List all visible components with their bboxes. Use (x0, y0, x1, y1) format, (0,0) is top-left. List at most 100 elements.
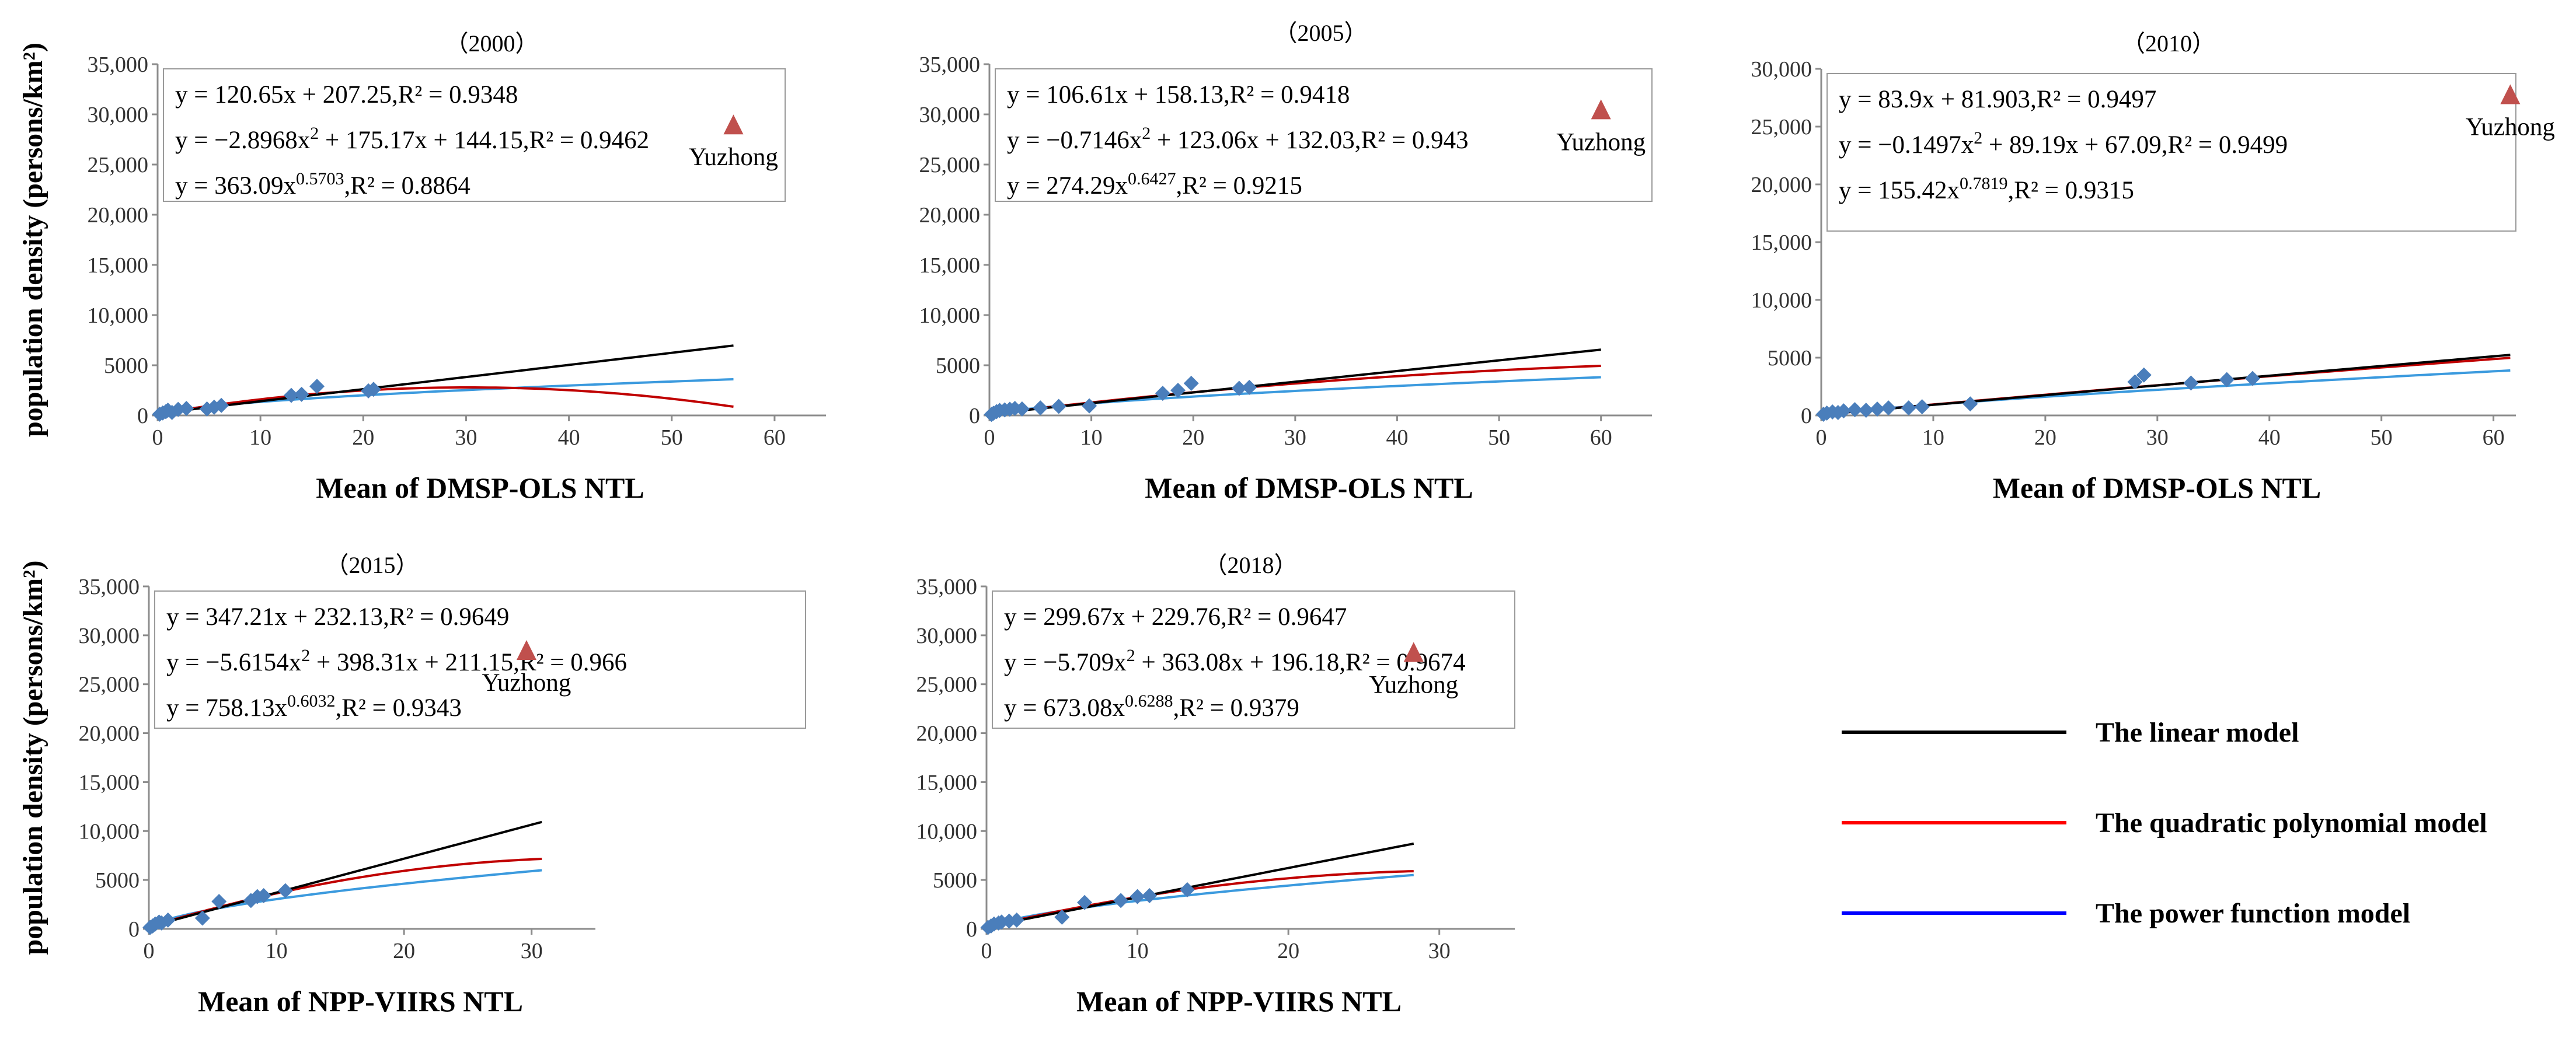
equation-linear-main: y = 120.65x + 207.25,R² = 0.9348 (175, 81, 518, 109)
y-tick-label: 35,000 (79, 575, 140, 599)
outlier-point (1591, 99, 1611, 120)
equation-power-exponent: 0.5703 (296, 169, 344, 188)
x-tick-label: 20 (352, 425, 374, 450)
chart-title: （2015） (326, 552, 419, 578)
chart-title: （2005） (1274, 20, 1368, 46)
equation-quadratic-exponent: 2 (301, 646, 310, 665)
y-tick-label: 15,000 (88, 253, 149, 278)
equation-power-main: y = 758.13x (166, 694, 287, 722)
equation-box (992, 590, 1515, 729)
y-tick-label: 20,000 (916, 722, 978, 746)
x-axis-label: Mean of NPP-VIIRS NTL (198, 985, 523, 1018)
equation-quadratic-exponent: 2 (1127, 646, 1135, 665)
y-tick-label: 10,000 (1751, 288, 1812, 313)
equation-power-exponent: 0.6427 (1128, 169, 1176, 188)
equation-linear: y = 120.65x + 207.25,R² = 0.9348 (175, 81, 518, 109)
data-point (1179, 882, 1195, 897)
y-tick-label: 20,000 (88, 203, 149, 228)
y-tick-label: 25,000 (79, 673, 140, 697)
equation-quadratic: y = −5.6154x2 + 398.31x + 211.15,R² = 0.… (166, 646, 627, 676)
outlier-label: Yuzhong (1369, 671, 1458, 698)
y-tick-label: 10,000 (79, 819, 140, 844)
outlier-point (516, 640, 536, 660)
power-fit-line (985, 873, 1414, 930)
data-point (2244, 371, 2260, 386)
x-tick-label: 50 (661, 425, 683, 450)
equation-quadratic-rest: + 398.31x + 211.15,R² = 0.966 (310, 649, 627, 676)
equation-box (154, 590, 806, 729)
y-tick-label: 15,000 (916, 770, 978, 795)
linear-fit-line (986, 842, 1414, 928)
equation-power-exponent: 0.7819 (1960, 174, 2008, 193)
equation-quadratic-main: y = −5.6154x (166, 649, 301, 676)
data-point (2183, 375, 2199, 391)
y-tick-label: 10,000 (88, 303, 149, 328)
equation-quadratic-main: y = −5.709x (1004, 649, 1127, 676)
y-tick-label: 20,000 (919, 203, 981, 228)
data-point (1881, 400, 1897, 416)
y-tick-label: 0 (128, 917, 140, 942)
equation-quadratic-main: y = −0.1497x (1839, 131, 1974, 159)
x-tick-label: 10 (1127, 939, 1149, 963)
equation-quadratic: y = −2.8968x2 + 175.17x + 144.15,R² = 0.… (175, 124, 649, 154)
chart-panel-1: 0 5000 10,000 15,000 20,000 25,000 30,000 35,00… (919, 20, 1653, 504)
equation-power-rest: ,R² = 0.8864 (344, 172, 470, 200)
equation-quadratic: y = −0.1497x2 + 89.19x + 67.09,R² = 0.94… (1839, 128, 2288, 159)
data-point (179, 400, 194, 416)
y-tick-label: 30,000 (1751, 57, 1812, 82)
equation-linear: y = 347.21x + 232.13,R² = 0.9649 (166, 603, 509, 631)
x-tick-label: 0 (152, 425, 163, 450)
data-point (277, 883, 293, 899)
y-tick-label: 15,000 (919, 253, 981, 278)
outlier-point (1403, 642, 1424, 662)
outlier-point (723, 114, 744, 135)
data-point (1142, 887, 1158, 903)
y-tick-label: 5000 (933, 868, 977, 893)
x-tick-label: 0 (1816, 425, 1827, 450)
equation-quadratic-rest: + 89.19x + 67.09,R² = 0.9499 (1982, 131, 2288, 159)
legend-label-linear: The linear model (2096, 717, 2299, 748)
data-point (1170, 383, 1186, 398)
y-tick-label: 35,000 (88, 53, 149, 77)
data-point (1077, 894, 1093, 910)
equation-quadratic: y = −0.7146x2 + 123.06x + 132.03,R² = 0.… (1007, 124, 1469, 154)
equation-power: y = 155.42x0.7819,R² = 0.9315 (1839, 174, 2134, 204)
equation-linear-main: y = 83.9x + 81.903,R² = 0.9497 (1839, 86, 2156, 113)
y-tick-label: 15,000 (1751, 230, 1812, 255)
equation-linear-main: y = 347.21x + 232.13,R² = 0.9649 (166, 603, 509, 631)
equation-power-main: y = 274.29x (1007, 172, 1128, 200)
quadratic-fit-line (157, 386, 734, 415)
equation-power-rest: ,R² = 0.9379 (1173, 694, 1299, 722)
data-point (160, 912, 176, 928)
linear-fit-line (1821, 354, 2511, 416)
equation-linear: y = 299.67x + 229.76,R² = 0.9647 (1004, 603, 1347, 631)
data-point (1869, 401, 1885, 417)
data-point (294, 386, 309, 402)
equation-quadratic-exponent: 2 (1974, 128, 1982, 148)
linear-fit-line (157, 344, 734, 415)
equation-linear-main: y = 106.61x + 158.13,R² = 0.9418 (1007, 81, 1350, 109)
data-point (1183, 375, 1199, 391)
equation-quadratic-rest: + 175.17x + 144.15,R² = 0.9462 (319, 127, 649, 154)
x-tick-label: 0 (984, 425, 995, 450)
x-tick-label: 0 (144, 939, 155, 963)
x-tick-label: 10 (1922, 425, 1944, 450)
y-tick-label: 10,000 (919, 303, 981, 328)
x-axis-label: Mean of DMSP-OLS NTL (1145, 471, 1473, 504)
x-tick-label: 20 (393, 939, 415, 963)
x-tick-label: 10 (1080, 425, 1103, 450)
data-point (1914, 399, 1930, 415)
y-tick-label: 0 (137, 404, 148, 428)
y-tick-label: 0 (1801, 404, 1812, 428)
y-tick-label: 25,000 (1751, 115, 1812, 139)
x-tick-label: 10 (249, 425, 271, 450)
x-tick-label: 0 (981, 939, 992, 963)
data-point (1155, 386, 1170, 401)
x-tick-label: 30 (1428, 939, 1451, 963)
y-axis-label: population density (persons/km²) (18, 43, 48, 437)
x-tick-label: 10 (266, 939, 288, 963)
y-axis-label: population density (persons/km²) (18, 561, 48, 955)
data-point (1858, 403, 1874, 418)
data-point (2219, 372, 2235, 387)
